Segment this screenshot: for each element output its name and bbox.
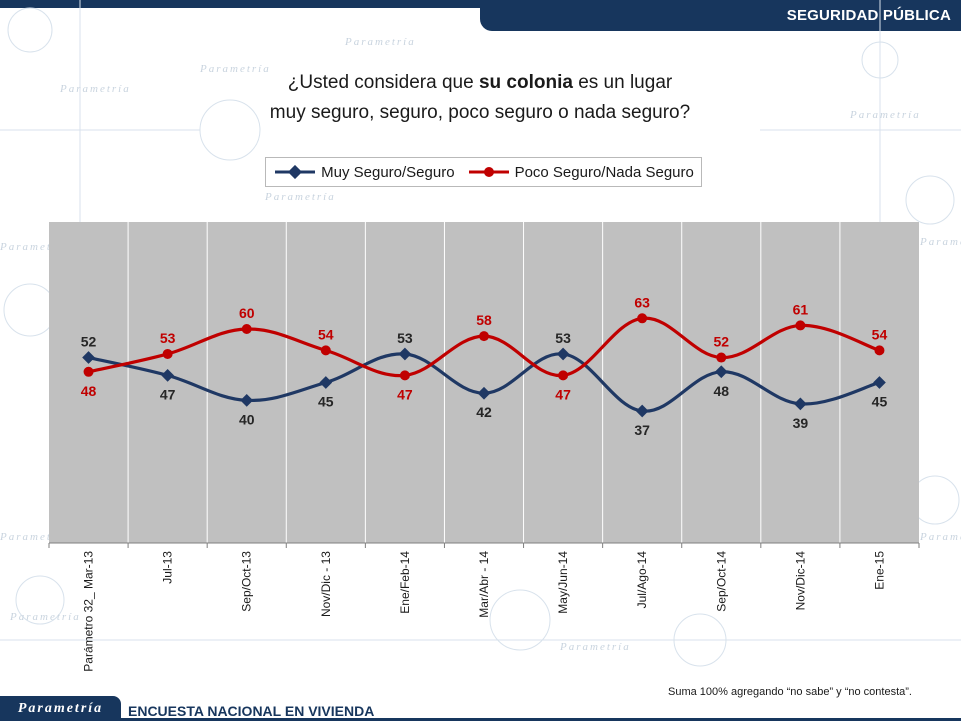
data-label-series-2: 52 — [713, 334, 729, 350]
survey-question: ¿Usted considera que su colonia es un lu… — [200, 68, 760, 128]
legend-item-series-1: Muy Seguro/Seguro — [273, 163, 455, 181]
x-tick-label: Mar/Abr - 14 — [477, 551, 491, 618]
legend-item-series-2: Poco Seguro/Nada Seguro — [467, 164, 694, 181]
data-label-series-2: 63 — [634, 294, 650, 310]
footer-rule — [121, 718, 961, 721]
data-label-series-1: 53 — [555, 330, 571, 346]
footnote: Suma 100% agregando “no sabe” y “no cont… — [668, 686, 912, 698]
watermark-text: Parametría — [559, 641, 631, 653]
watermark-text: Parametría — [344, 36, 416, 48]
footer-logo: Parametría — [0, 696, 121, 721]
data-point-series-2 — [637, 313, 648, 324]
data-point-series-2 — [558, 370, 569, 381]
data-label-series-2: 60 — [239, 305, 255, 321]
x-tick-label: Nov/Dic - 13 — [319, 551, 333, 617]
chart-legend: Muy Seguro/Seguro Poco Seguro/Nada Segur… — [265, 157, 702, 187]
section-title: SEGURIDAD PÚBLICA — [480, 0, 961, 31]
section-title-text: SEGURIDAD PÚBLICA — [786, 7, 951, 24]
watermark-text: Parametría — [919, 236, 961, 248]
data-label-series-2: 48 — [81, 383, 97, 399]
data-point-series-2 — [874, 345, 885, 356]
watermark-text: Parametría — [59, 83, 131, 95]
data-label-series-2: 47 — [555, 386, 571, 402]
data-label-series-1: 40 — [239, 411, 255, 427]
data-point-series-1 — [398, 347, 412, 361]
legend-label-series-1: Muy Seguro/Seguro — [321, 163, 455, 181]
data-label-series-1: 37 — [634, 422, 650, 438]
data-point-series-2 — [83, 366, 94, 377]
x-tick-label: Jul-13 — [161, 551, 175, 584]
data-label-series-1: 42 — [476, 404, 492, 420]
x-tick-label: Ene-15 — [872, 551, 886, 590]
footer-logo-text: Parametría — [17, 700, 104, 716]
x-tick-label: Sep/Oct-13 — [240, 551, 254, 612]
data-point-series-1 — [161, 369, 175, 382]
x-tick-label: May/Jun-14 — [556, 551, 570, 614]
x-tick-label: Nov/Dic-14 — [793, 551, 807, 611]
legend-marker-series-2 — [468, 167, 509, 177]
data-label-series-1: 39 — [793, 415, 809, 431]
question-line-1: ¿Usted considera que su colonia es un lu… — [287, 72, 673, 93]
question-line-2: muy seguro, seguro, poco seguro o nada s… — [269, 102, 691, 123]
x-tick-label: Ene/Feb-14 — [398, 551, 412, 614]
data-point-series-2 — [399, 370, 410, 381]
data-point-series-2 — [795, 320, 806, 331]
data-point-series-2 — [162, 348, 173, 359]
data-label-series-1: 45 — [318, 394, 334, 410]
legend-marker-series-1 — [275, 165, 316, 179]
x-tick-label: Jul/Ago-14 — [635, 551, 649, 609]
data-point-series-1 — [477, 386, 491, 400]
x-tick-label: Sep/Oct-14 — [714, 551, 728, 612]
data-point-series-1 — [82, 351, 95, 364]
data-point-series-1 — [240, 393, 254, 407]
data-label-series-2: 53 — [160, 330, 176, 346]
data-label-series-2: 54 — [872, 326, 888, 342]
data-point-series-2 — [241, 324, 252, 334]
watermark-text: Parametría — [264, 191, 336, 203]
footer-title: ENCUESTA NACIONAL EN VIVIENDA — [128, 703, 375, 719]
data-point-series-2 — [479, 331, 489, 342]
data-label-series-1: 45 — [872, 394, 888, 410]
plot-area — [49, 222, 919, 543]
data-label-series-1: 53 — [397, 330, 413, 346]
watermark-text: Parametría — [9, 611, 81, 623]
data-label-series-2: 58 — [476, 312, 492, 328]
data-point-series-1 — [319, 376, 333, 389]
data-label-series-1: 52 — [81, 334, 97, 350]
data-label-series-2: 61 — [793, 301, 809, 317]
data-label-series-2: 47 — [397, 386, 413, 402]
x-tick-label: Parámetro 32_ Mar-13 — [82, 551, 96, 672]
data-point-series-2 — [716, 352, 727, 363]
data-label-series-1: 47 — [160, 386, 176, 402]
legend-label-series-2: Poco Seguro/Nada Seguro — [514, 163, 694, 181]
data-label-series-1: 48 — [713, 383, 729, 399]
data-point-series-2 — [320, 345, 331, 356]
question-emphasis: su colonia — [478, 72, 573, 93]
watermark-text: Parametría — [849, 109, 921, 121]
watermark-text: Parametría — [199, 63, 271, 75]
data-label-series-2: 54 — [318, 326, 334, 342]
watermark-text: Parametría — [919, 531, 961, 543]
